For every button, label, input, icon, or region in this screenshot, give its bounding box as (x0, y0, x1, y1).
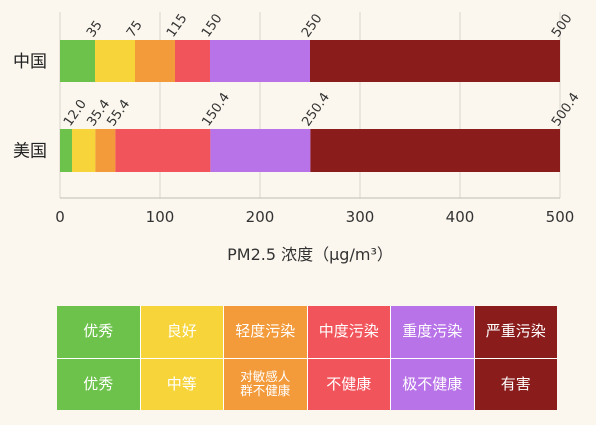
legend-us-level-5: 极不健康 (391, 358, 474, 410)
legend-china-level-6: 严重污染 (474, 306, 557, 358)
category-label-1: 美国 (13, 142, 47, 162)
tick-label-0: 0 (55, 208, 65, 226)
boundary-label-1-4: 250.4 (299, 90, 333, 129)
boundary-label-1-5: 500.4 (549, 90, 583, 129)
bar-1-segment-1 (60, 129, 72, 172)
bar-1-segment-4 (115, 129, 211, 172)
bar-0-segment-6 (310, 40, 560, 82)
legend-us-level-4: 不健康 (307, 358, 390, 410)
boundary-label-0-4: 250 (299, 11, 326, 40)
legend-us-level-2: 中等 (140, 358, 223, 410)
bar-1-segment-5 (210, 129, 311, 172)
legend-us-level-6: 有害 (474, 358, 557, 410)
boundary-label-0-1: 75 (124, 18, 146, 40)
legend-china-level-2: 良好 (140, 306, 223, 358)
bar-0-segment-5 (210, 40, 310, 82)
tick-label-2: 200 (246, 208, 275, 226)
legend-china-level-5: 重度污染 (391, 306, 474, 358)
boundary-label-0-2: 115 (164, 11, 191, 40)
x-axis-label: PM2.5 浓度（μg/m³） (227, 245, 393, 264)
tick-label-5: 500 (546, 208, 575, 226)
boundary-label-1-3: 150.4 (199, 90, 233, 129)
category-label-0: 中国 (13, 52, 47, 72)
boundary-label-1-0: 12.0 (61, 97, 90, 129)
legend-china-level-4: 中度污染 (307, 306, 390, 358)
bar-1-segment-6 (310, 129, 560, 172)
tick-label-4: 400 (446, 208, 475, 226)
boundary-label-1-2: 55.4 (104, 97, 133, 129)
bar-0-segment-4 (175, 40, 210, 82)
legend-us-level-1: 优秀 (57, 358, 140, 410)
bar-0-segment-3 (135, 40, 175, 82)
bar-1-segment-2 (72, 129, 96, 172)
legend-us-level-3: 对敏感人 群不健康 (224, 358, 307, 410)
legend-china-level-3: 轻度污染 (224, 306, 307, 358)
bar-0-segment-2 (95, 40, 135, 82)
boundary-label-0-0: 35 (84, 18, 106, 40)
tick-label-3: 300 (346, 208, 375, 226)
aqi-legend-table: 优秀 良好 轻度污染 中度污染 重度污染 严重污染 优秀 中等 对敏感人 群不健… (57, 306, 557, 410)
bar-1-segment-3 (95, 129, 116, 172)
boundary-label-0-3: 150 (199, 11, 226, 40)
legend-china-level-1: 优秀 (57, 306, 140, 358)
tick-label-1: 100 (146, 208, 175, 226)
boundary-label-0-5: 500 (549, 11, 576, 40)
bar-0-segment-1 (60, 40, 95, 82)
